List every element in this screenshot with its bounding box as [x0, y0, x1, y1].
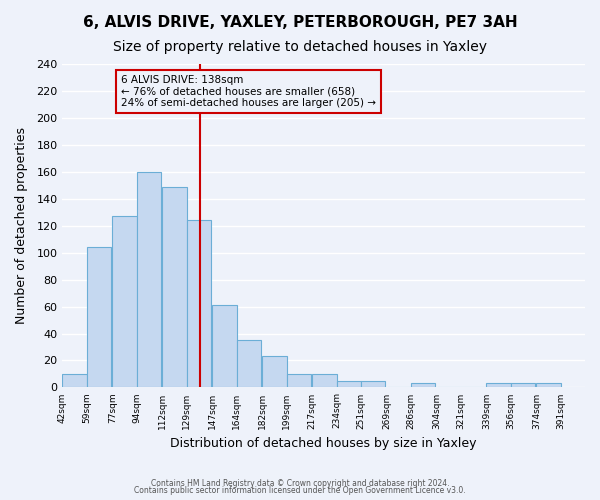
Bar	[536, 384, 561, 388]
Bar	[62, 374, 87, 388]
Bar	[236, 340, 261, 388]
Bar	[87, 248, 111, 388]
Text: Size of property relative to detached houses in Yaxley: Size of property relative to detached ho…	[113, 40, 487, 54]
Bar	[262, 356, 287, 388]
Bar	[112, 216, 137, 388]
Text: Contains HM Land Registry data © Crown copyright and database right 2024.: Contains HM Land Registry data © Crown c…	[151, 478, 449, 488]
Text: 6, ALVIS DRIVE, YAXLEY, PETERBOROUGH, PE7 3AH: 6, ALVIS DRIVE, YAXLEY, PETERBOROUGH, PE…	[83, 15, 517, 30]
Bar	[137, 172, 161, 388]
Bar	[313, 374, 337, 388]
Bar	[487, 384, 511, 388]
Y-axis label: Number of detached properties: Number of detached properties	[15, 127, 28, 324]
Bar	[411, 384, 435, 388]
Bar	[163, 186, 187, 388]
Bar	[212, 305, 236, 388]
Bar	[511, 384, 535, 388]
Bar	[287, 374, 311, 388]
Bar	[187, 220, 211, 388]
Bar	[337, 380, 361, 388]
X-axis label: Distribution of detached houses by size in Yaxley: Distribution of detached houses by size …	[170, 437, 477, 450]
Bar	[361, 380, 385, 388]
Text: Contains public sector information licensed under the Open Government Licence v3: Contains public sector information licen…	[134, 486, 466, 495]
Text: 6 ALVIS DRIVE: 138sqm
← 76% of detached houses are smaller (658)
24% of semi-det: 6 ALVIS DRIVE: 138sqm ← 76% of detached …	[121, 75, 376, 108]
